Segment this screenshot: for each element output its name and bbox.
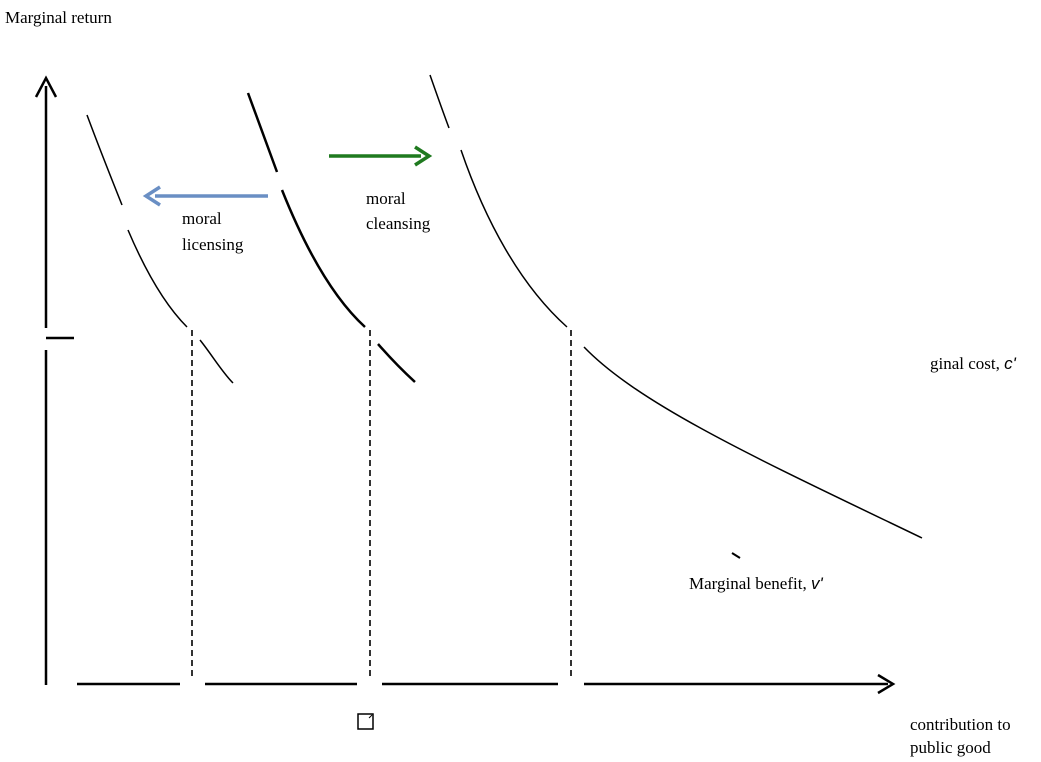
marginal-benefit-curve-right-upper [429, 74, 450, 129]
y-axis-arrowhead [34, 75, 58, 98]
moral-cleansing-label-line2: cleansing [366, 214, 431, 233]
moral-licensing-label-line2: licensing [182, 235, 244, 254]
marginal-benefit-curve-left-upper [86, 114, 123, 206]
moral-licensing-label-line1: moral [182, 209, 222, 228]
marginal-cost-symbol: c' [1004, 354, 1016, 373]
marginal-benefit-curve-middle-tail [377, 343, 416, 383]
marginal-benefit-curve-left-lower [127, 229, 188, 328]
marginal-benefit-symbol: v' [810, 574, 823, 593]
marginal-cost-text: ginal cost, [930, 354, 1000, 373]
mb-pointer-tick [731, 552, 741, 559]
marginal-benefit-curve-right-tail [583, 346, 923, 539]
x-axis-label-line1: contribution to [910, 715, 1011, 734]
moral-cleansing-arrowhead [414, 145, 433, 167]
marginal-benefit-curve-right-middle [460, 149, 568, 328]
moral-cleansing-label-line1: moral [366, 189, 406, 208]
marginal-benefit-text: Marginal benefit, [689, 574, 807, 593]
x-axis-label-line2: public good [910, 738, 991, 757]
marginal-benefit-curve-middle-upper [246, 92, 279, 173]
marginal-benefit-curve-middle-lower [280, 189, 366, 328]
checkbox-icon [357, 713, 374, 730]
marginal-benefit-curve-left-tail [199, 339, 234, 384]
marginal-cost-label: ginal cost, c' [930, 353, 1016, 375]
marginal-benefit-label: Marginal benefit, v' [689, 573, 823, 595]
x-axis-arrowhead [877, 673, 896, 695]
y-axis-label: Marginal return [5, 8, 112, 27]
moral-licensing-arrowhead [142, 185, 161, 207]
